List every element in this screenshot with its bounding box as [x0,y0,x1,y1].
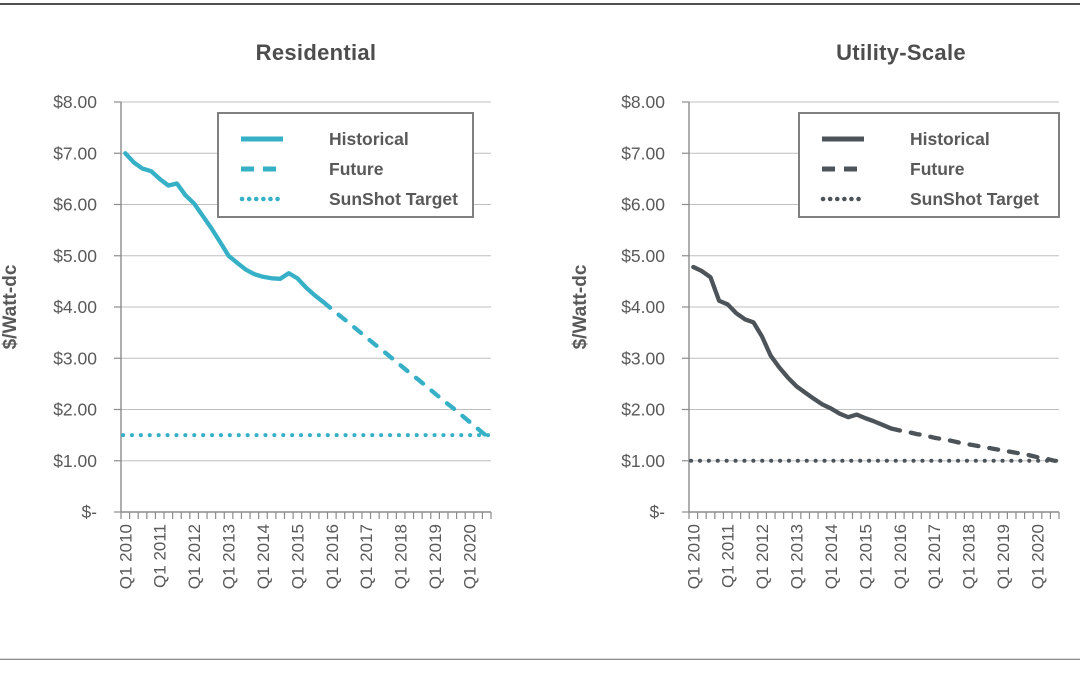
x-tick-label: Q1 2012 [753,524,772,589]
y-tick-label: $7.00 [621,143,665,163]
y-axis-title: $/Watt-dc [570,264,591,350]
x-tick-label: Q1 2013 [788,524,807,589]
legend-label: Future [910,158,965,179]
legend-item-historical: Historical [239,124,472,154]
y-tick-label: $5.00 [53,246,97,266]
legend-label: Historical [910,128,990,149]
utility-scale-plot-area: $- $1.00 $2.00 $3.00 $4.00 $5.00 $6.00 $7.00 $8.… [621,92,1060,589]
historical-line-sample-icon [241,136,283,142]
y-tick-label: $1.00 [53,451,97,471]
chart-title: Residential [255,40,377,65]
chart-title: Utility-Scale [836,40,966,65]
x-tick-label: Q1 2017 [925,524,944,589]
sunshot-target-line-sample-icon [239,196,285,202]
legend-item-sunshot-target: SunShot Target [239,184,472,214]
y-tick-label: $4.00 [53,297,97,317]
residential-chart: Residential $/Watt-dc $- $1.00 $2.00 $3.00 $… [0,0,540,660]
x-tick-label: Q1 2014 [254,524,273,589]
legend-label: SunShot Target [329,188,458,209]
y-tick-label: $5.00 [621,246,665,266]
x-tick-label: Q1 2011 [151,524,170,588]
y-tick-label: $8.00 [621,92,665,112]
x-tick-label: Q1 2011 [719,524,738,588]
x-tick-label: Q1 2019 [426,524,445,589]
legend-item-future: Future [820,154,1058,184]
legend-label: Historical [329,128,409,149]
x-tick-label: Q1 2015 [856,524,875,589]
x-tick-label: Q1 2020 [460,524,479,589]
bottom-border-line [0,658,1080,660]
y-tick-label: $3.00 [53,348,97,368]
legend: Historical Future SunShot Target [217,112,474,218]
y-tick-label: $2.00 [53,400,97,420]
x-tick-label: Q1 2016 [323,524,342,589]
x-tick-label: Q1 2019 [994,524,1013,589]
future-line-sample-icon [822,166,866,172]
x-tick-label: Q1 2010 [116,524,135,589]
x-tick-label: Q1 2015 [288,524,307,589]
x-tick-label: Q1 2016 [891,524,910,589]
residential-plot-area: $- $1.00 $2.00 $3.00 $4.00 $5.00 $6.00 $7.00 $8.… [53,92,492,589]
x-tick-label: Q1 2012 [185,524,204,589]
x-tick-label: Q1 2014 [822,524,841,589]
historical-line-sample-icon [822,136,864,142]
y-tick-label: $3.00 [621,348,665,368]
y-tick-label: $4.00 [621,297,665,317]
legend-label: Future [329,158,384,179]
y-tick-label: $7.00 [53,143,97,163]
y-tick-label: $6.00 [621,195,665,215]
top-border-line [0,3,1080,5]
x-tick-label: Q1 2017 [357,524,376,589]
y-tick-label: $1.00 [621,451,665,471]
y-tick-label: $2.00 [621,400,665,420]
y-tick-label: $6.00 [53,195,97,215]
legend-item-future: Future [239,154,472,184]
series-line-historical [691,264,894,431]
sunshot-target-line-sample-icon [820,196,866,202]
x-tick-label: Q1 2013 [220,524,239,589]
legend-item-historical: Historical [820,124,1058,154]
utility-scale-chart: Utility-Scale $/Watt-dc $- $1.00 $2.00 $3.0… [540,0,1080,660]
y-tick-label: $- [649,502,665,522]
future-line-sample-icon [241,166,285,172]
legend-label: SunShot Target [910,188,1039,209]
legend: Historical Future SunShot Target [798,112,1060,218]
series-line-future [889,426,1057,463]
y-axis-title: $/Watt-dc [0,264,21,350]
x-tick-label: Q1 2018 [392,524,411,589]
series-line-historical [123,151,326,305]
y-tick-label: $- [81,502,97,522]
y-tick-label: $8.00 [53,92,97,112]
series-line-future [321,299,489,439]
x-tick-label: Q1 2018 [960,524,979,589]
x-tick-label: Q1 2020 [1028,524,1047,589]
legend-item-sunshot-target: SunShot Target [820,184,1058,214]
x-tick-label: Q1 2010 [684,524,703,589]
